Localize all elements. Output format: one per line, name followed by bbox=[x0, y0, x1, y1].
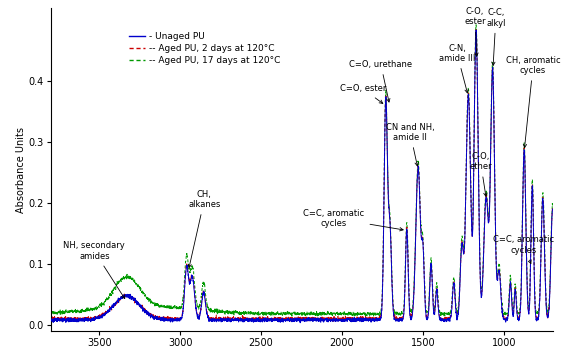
Text: C-N,
amide III: C-N, amide III bbox=[439, 44, 475, 93]
Y-axis label: Absorbance Units: Absorbance Units bbox=[15, 127, 26, 213]
Text: C-C,
alkyl: C-C, alkyl bbox=[486, 8, 506, 65]
Text: CH,
alkanes: CH, alkanes bbox=[188, 190, 221, 268]
Legend: - Unaged PU, -- Aged PU, 2 days at 120°C, -- Aged PU, 17 days at 120°C: - Unaged PU, -- Aged PU, 2 days at 120°C… bbox=[125, 29, 284, 69]
Text: C=O, urethane: C=O, urethane bbox=[349, 60, 412, 102]
Text: NH, secondary
amides: NH, secondary amides bbox=[64, 241, 125, 298]
Text: C=O, ester: C=O, ester bbox=[340, 84, 386, 103]
Text: C-O,
ether: C-O, ether bbox=[469, 152, 492, 196]
Text: CN and NH,
amide II: CN and NH, amide II bbox=[386, 123, 434, 166]
Text: C-O,
ester: C-O, ester bbox=[464, 7, 486, 56]
Text: CH, aromatic
cycles: CH, aromatic cycles bbox=[506, 56, 560, 147]
Text: C=C, aromatic
cycles: C=C, aromatic cycles bbox=[493, 235, 554, 264]
Text: C=C, aromatic
cycles: C=C, aromatic cycles bbox=[303, 209, 403, 231]
